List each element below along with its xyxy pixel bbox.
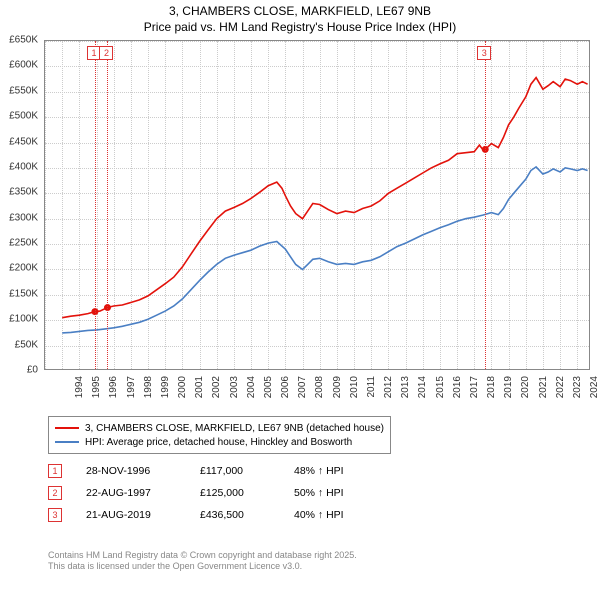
legend-swatch (55, 427, 79, 429)
series-hpi (62, 167, 587, 333)
legend-row: 3, CHAMBERS CLOSE, MARKFIELD, LE67 9NB (… (55, 421, 384, 435)
footnote-line-1: Contains HM Land Registry data © Crown c… (48, 550, 357, 561)
x-axis-label: 1994 (74, 376, 85, 406)
y-axis-label: £250K (4, 238, 38, 249)
chart-title: 3, CHAMBERS CLOSE, MARKFIELD, LE67 9NB P… (0, 0, 600, 35)
x-axis-label: 2014 (417, 376, 428, 406)
sale-row-pct: 50% ↑ HPI (294, 487, 384, 499)
sale-row-badge: 1 (48, 464, 62, 478)
sale-row-badge: 2 (48, 486, 62, 500)
sale-row-pct: 40% ↑ HPI (294, 509, 384, 521)
x-axis-label: 2021 (538, 376, 549, 406)
x-axis-label: 2000 (177, 376, 188, 406)
plot-area (44, 40, 590, 370)
y-axis-label: £350K (4, 187, 38, 198)
x-axis-label: 1995 (91, 376, 102, 406)
sale-row-date: 21-AUG-2019 (86, 509, 176, 521)
x-axis-label: 1997 (126, 376, 137, 406)
x-axis-label: 2003 (229, 376, 240, 406)
x-axis-label: 2004 (246, 376, 257, 406)
x-axis-label: 2002 (211, 376, 222, 406)
x-axis-label: 2011 (366, 376, 377, 406)
sale-row: 1 28-NOV-1996 £117,000 48% ↑ HPI (48, 460, 384, 482)
legend-label: HPI: Average price, detached house, Hinc… (85, 437, 352, 448)
x-axis-label: 2023 (572, 376, 583, 406)
sales-table: 1 28-NOV-1996 £117,000 48% ↑ HPI 2 22-AUG-199… (48, 460, 384, 526)
x-axis-label: 1999 (160, 376, 171, 406)
y-axis-label: £650K (4, 35, 38, 46)
y-axis-label: £50K (4, 339, 38, 350)
x-axis-label: 2007 (297, 376, 308, 406)
sale-row-date: 28-NOV-1996 (86, 465, 176, 477)
x-axis-label: 2006 (280, 376, 291, 406)
x-axis-label: 2008 (314, 376, 325, 406)
y-axis-label: £0 (4, 365, 38, 376)
footnote-line-2: This data is licensed under the Open Gov… (48, 561, 357, 572)
sale-row-pct: 48% ↑ HPI (294, 465, 384, 477)
sale-marker-line (485, 41, 486, 369)
x-axis-label: 2017 (469, 376, 480, 406)
x-axis-label: 2019 (503, 376, 514, 406)
x-axis-label: 2022 (555, 376, 566, 406)
sale-row-price: £125,000 (200, 487, 270, 499)
series-price_paid (62, 78, 587, 318)
sale-marker-line (95, 41, 96, 369)
x-axis-label: 2001 (194, 376, 205, 406)
x-axis-label: 2018 (486, 376, 497, 406)
sale-row-price: £436,500 (200, 509, 270, 521)
sale-row-date: 22-AUG-1997 (86, 487, 176, 499)
x-axis-label: 1996 (108, 376, 119, 406)
x-axis-label: 2009 (332, 376, 343, 406)
legend-row: HPI: Average price, detached house, Hinc… (55, 435, 384, 449)
sale-marker-badge: 2 (99, 46, 113, 60)
sale-marker-badge: 3 (477, 46, 491, 60)
sale-row: 2 22-AUG-1997 £125,000 50% ↑ HPI (48, 482, 384, 504)
sale-marker-line (107, 41, 108, 369)
sale-row: 3 21-AUG-2019 £436,500 40% ↑ HPI (48, 504, 384, 526)
x-axis-label: 2012 (383, 376, 394, 406)
footnote: Contains HM Land Registry data © Crown c… (48, 550, 357, 573)
y-axis-label: £150K (4, 288, 38, 299)
x-axis-label: 2016 (452, 376, 463, 406)
y-axis-label: £450K (4, 136, 38, 147)
x-axis-label: 1998 (143, 376, 154, 406)
y-axis-label: £100K (4, 314, 38, 325)
x-axis-label: 2024 (589, 376, 600, 406)
y-axis-label: £600K (4, 60, 38, 71)
x-axis-label: 2010 (349, 376, 360, 406)
y-axis-label: £300K (4, 212, 38, 223)
x-axis-label: 2013 (400, 376, 411, 406)
y-axis-label: £500K (4, 111, 38, 122)
legend-swatch (55, 441, 79, 443)
title-line-1: 3, CHAMBERS CLOSE, MARKFIELD, LE67 9NB (0, 4, 600, 20)
x-axis-label: 2020 (520, 376, 531, 406)
y-axis-label: £400K (4, 161, 38, 172)
title-line-2: Price paid vs. HM Land Registry's House … (0, 20, 600, 36)
sale-row-price: £117,000 (200, 465, 270, 477)
legend: 3, CHAMBERS CLOSE, MARKFIELD, LE67 9NB (… (48, 416, 391, 454)
x-axis-label: 2005 (263, 376, 274, 406)
series-svg (45, 41, 591, 371)
sale-row-badge: 3 (48, 508, 62, 522)
y-axis-label: £200K (4, 263, 38, 274)
x-axis-label: 2015 (435, 376, 446, 406)
y-axis-label: £550K (4, 85, 38, 96)
legend-label: 3, CHAMBERS CLOSE, MARKFIELD, LE67 9NB (… (85, 423, 384, 434)
